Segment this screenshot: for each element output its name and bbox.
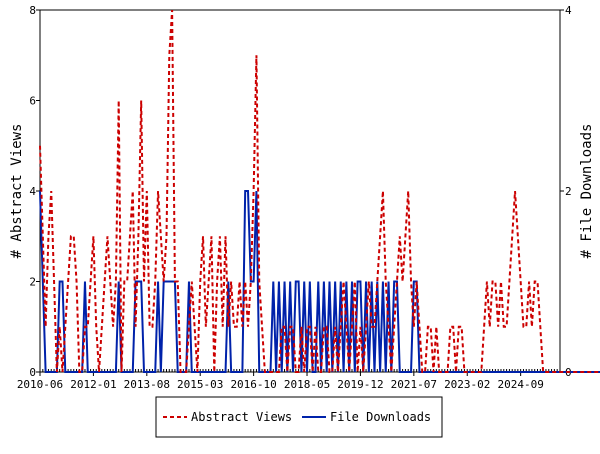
y-right-axis-title: # File Downloads <box>579 124 595 259</box>
x-tick-label: 2023-02 <box>444 378 490 391</box>
y-right-tick-label: 4 <box>565 4 572 17</box>
y-left-tick-label: 4 <box>29 185 36 198</box>
x-tick-label: 2012-01 <box>70 378 116 391</box>
x-tick-label: 2016-10 <box>230 378 276 391</box>
x-tick-label: 2019-12 <box>337 378 383 391</box>
legend-box <box>155 396 443 438</box>
x-tick-label: 2013-08 <box>124 378 170 391</box>
y-right-tick-label: 2 <box>565 185 572 198</box>
y-left-tick-label: 2 <box>29 276 36 289</box>
y-left-tick-label: 6 <box>29 95 36 108</box>
y-left-tick-label: 8 <box>29 4 36 17</box>
x-tick-label: 2024-09 <box>497 378 543 391</box>
x-tick-label: 2018-05 <box>284 378 330 391</box>
y-left-axis-title: # Abstract Views <box>9 124 25 259</box>
legend-item-file-downloads-label: File Downloads <box>330 410 431 424</box>
x-tick-label: 2021-07 <box>391 378 437 391</box>
y-left-tick-label: 0 <box>29 366 36 379</box>
x-tick-label: 2015-03 <box>177 378 223 391</box>
legend-item-abstract-views-label: Abstract Views <box>191 410 292 424</box>
series-abstract-views <box>39 9 600 373</box>
series-file-downloads <box>39 190 600 373</box>
x-tick-label: 2010-06 <box>17 378 63 391</box>
